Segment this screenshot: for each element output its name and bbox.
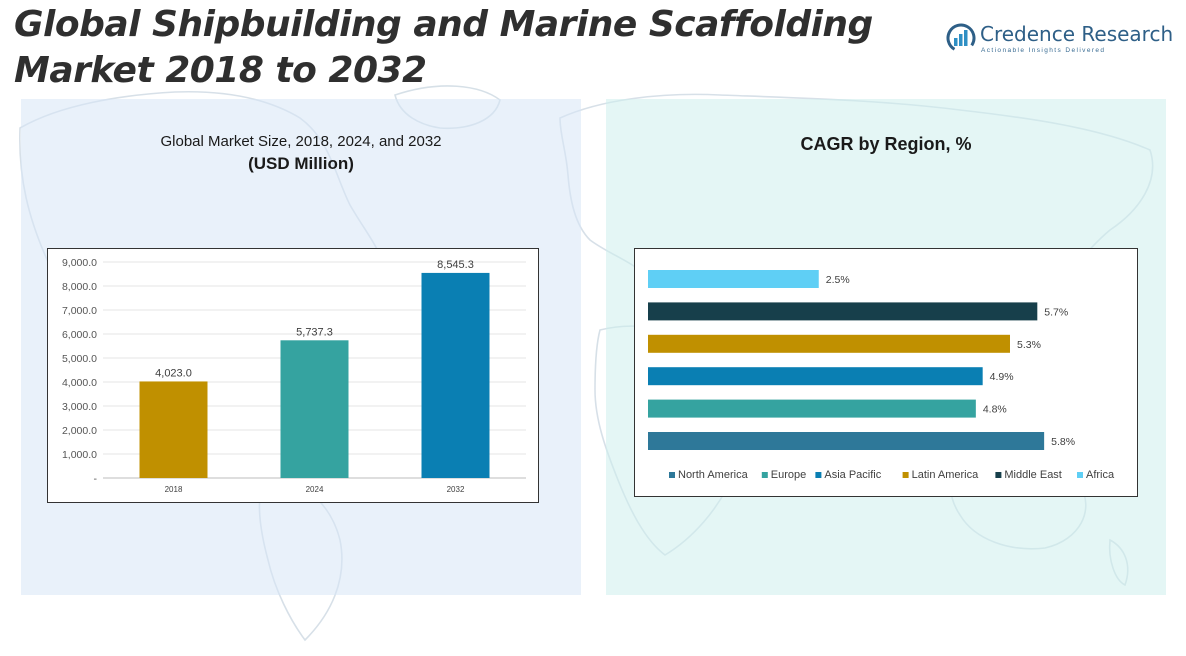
legend-swatch <box>995 472 1002 478</box>
bar-europe <box>648 399 976 418</box>
cagr-chart-box: 5.8% 4.8% 4.9% 5.3% 5.7% 2.5% North America Eur… <box>634 248 1138 497</box>
bar-value-label: 2.5% <box>826 274 850 286</box>
x-tick-label: 2018 <box>165 485 183 494</box>
y-tick-label: - <box>94 473 98 485</box>
y-tick-label: 2,000.0 <box>62 425 97 437</box>
credence-research-logo: Credence Research Actionable Insights De… <box>946 22 1173 58</box>
bar-latin-america <box>648 334 1010 353</box>
y-tick-label: 3,000.0 <box>62 401 97 413</box>
legend-label: Latin America <box>912 469 980 481</box>
bar-value-label: 4.8% <box>983 404 1007 416</box>
legend-swatch <box>815 472 822 478</box>
page-title: Global Shipbuilding and Marine Scaffoldi… <box>14 2 873 94</box>
logo-name: Credence Research <box>980 22 1174 46</box>
legend-swatch <box>761 472 768 478</box>
bar-value-label: 5.7% <box>1044 306 1068 318</box>
y-tick-label: 5,000.0 <box>62 353 97 365</box>
x-tick-label: 2032 <box>447 485 465 494</box>
y-tick-label: 7,000.0 <box>62 305 97 317</box>
legend-swatch <box>1077 472 1083 478</box>
bar-2024 <box>280 340 349 478</box>
bar-value-label: 4.9% <box>990 371 1014 383</box>
y-tick-label: 6,000.0 <box>62 329 97 341</box>
bar-africa <box>648 270 819 288</box>
bar-value-label: 5.8% <box>1051 436 1075 448</box>
bar-asia-pacific <box>648 367 983 386</box>
y-tick-label: 1,000.0 <box>62 449 97 461</box>
bar-value-label: 5,737.3 <box>296 326 333 338</box>
y-tick-label: 9,000.0 <box>62 257 97 269</box>
market-size-bar-chart: - 1,000.0 2,000.0 3,000.0 4,000.0 5,000.0 6,00… <box>62 257 526 494</box>
y-tick-label: 8,000.0 <box>62 281 97 293</box>
cagr-chart-title: CAGR by Region, % <box>800 134 972 154</box>
legend-label: Africa <box>1086 469 1115 481</box>
bar-middle-east <box>648 302 1038 321</box>
market-size-chart-box: - 1,000.0 2,000.0 3,000.0 4,000.0 5,000.0 6,00… <box>47 248 539 503</box>
bar-value-label: 5.3% <box>1017 339 1041 351</box>
legend-label: Asia Pacific <box>824 469 881 481</box>
logo-tagline: Actionable Insights Delivered <box>981 47 1106 54</box>
legend-swatch <box>902 472 909 478</box>
logo-mark-icon <box>946 23 976 53</box>
x-tick-label: 2024 <box>306 485 324 494</box>
bar-2032 <box>421 272 490 478</box>
legend-label: Europe <box>771 469 806 481</box>
market-size-chart-subtitle: (USD Million) <box>248 154 354 173</box>
legend-label: Middle East <box>1004 469 1061 481</box>
title-line-1: Global Shipbuilding and Marine Scaffoldi… <box>14 4 873 45</box>
cagr-horizontal-bar-chart: 5.8% 4.8% 4.9% 5.3% 5.7% 2.5% North America Eur… <box>648 270 1115 481</box>
y-tick-label: 4,000.0 <box>62 377 97 389</box>
bar-north-america <box>648 432 1045 450</box>
legend-swatch <box>669 472 675 478</box>
title-line-2: Market 2018 to 2032 <box>14 50 427 91</box>
market-size-chart-title: Global Market Size, 2018, 2024, and 2032 <box>160 133 442 150</box>
bar-2018 <box>139 381 208 478</box>
bar-value-label: 8,545.3 <box>437 259 474 271</box>
bar-value-label: 4,023.0 <box>155 367 192 379</box>
legend-label: North America <box>678 469 749 481</box>
